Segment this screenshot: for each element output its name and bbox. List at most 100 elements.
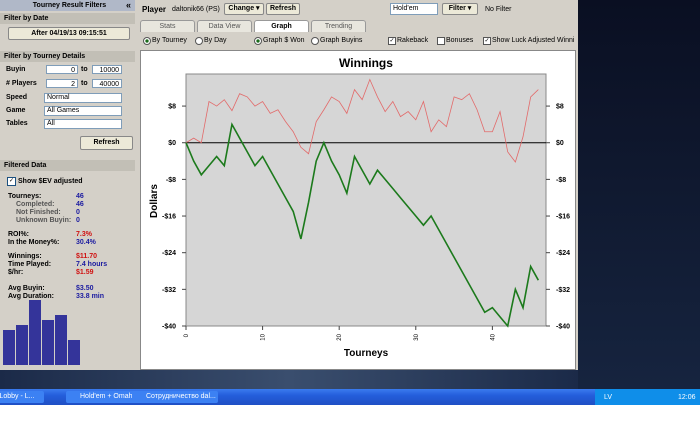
label: Buyin — [6, 66, 26, 73]
section-heading: Filter by Tourney Details — [0, 51, 135, 62]
histogram-bar — [68, 340, 80, 365]
checkbox[interactable] — [437, 37, 445, 45]
option-label: Graph Buyins — [320, 37, 363, 44]
stat-value: 0 — [76, 217, 80, 224]
option-label: By Tourney — [152, 37, 187, 44]
taskbar-button[interactable]: Hold'em + Omaha Ma... — [66, 391, 152, 403]
histogram-bar — [16, 325, 28, 365]
input[interactable]: 2 — [46, 79, 78, 88]
radio[interactable] — [254, 37, 262, 45]
y-tick-label: -$8 — [556, 177, 566, 184]
stat-label: Completed: — [16, 201, 55, 208]
desktop — [0, 370, 578, 389]
chart: Winnings $8 $8 $0 $0 -$8 -$8 -$16 -$16 -$24 -$24 -$… — [140, 50, 576, 370]
stat-label: Avg Duration: — [8, 293, 55, 300]
histogram-bar — [3, 330, 15, 365]
y-tick-label: -$24 — [556, 250, 570, 257]
x-tick-label: 0 — [184, 333, 190, 337]
plot-area — [185, 73, 547, 327]
stat-label: Winnings: — [8, 253, 42, 260]
y-tick-label: -$32 — [556, 287, 570, 294]
stat-value: 7.3% — [76, 231, 92, 238]
filter-button[interactable]: Filter ▾ — [442, 3, 478, 15]
stat-label: In the Money%: — [8, 239, 60, 246]
filter-panel — [0, 0, 137, 372]
tab[interactable]: Graph — [254, 20, 309, 32]
tab[interactable]: Trending — [311, 20, 366, 32]
player-name: daltonik66 (PS) — [172, 6, 220, 13]
date-button[interactable]: After 04/19/13 09:15:51 — [8, 27, 130, 40]
collapse[interactable]: « — [126, 0, 132, 10]
label: to — [81, 66, 88, 73]
section-heading: Filter by Date — [0, 13, 135, 24]
refresh-button[interactable]: Refresh — [266, 3, 300, 15]
clock: 12:06 — [678, 394, 696, 401]
stat-value: 0 — [76, 209, 80, 216]
x-axis-label: Tourneys — [344, 348, 389, 359]
series-line — [185, 122, 540, 328]
x-tick-label: 40 — [490, 333, 496, 340]
stat-label: Avg Buyin: — [8, 285, 45, 292]
section-heading: Filtered Data — [0, 160, 135, 171]
game-dropdown[interactable]: Hold'em — [390, 3, 438, 15]
histogram — [3, 300, 80, 365]
y-tick-label: -$24 — [162, 250, 176, 257]
stat-value: 46 — [76, 193, 84, 200]
stat-label: Unknown Buyin: — [16, 217, 72, 224]
stat-label: Time Played: — [8, 261, 52, 268]
stat-value: $3.50 — [76, 285, 94, 292]
checkbox[interactable]: ✓ — [388, 37, 396, 45]
y-tick-label: $0 — [556, 140, 564, 147]
label: Player — [142, 5, 167, 14]
y-tick-label: -$16 — [556, 214, 570, 221]
desktop — [578, 0, 700, 389]
radio[interactable] — [195, 37, 203, 45]
tab[interactable]: Data View — [197, 20, 252, 32]
y-tick-label: $8 — [168, 104, 176, 111]
option-label: Bonuses — [446, 37, 474, 44]
y-tick-label: -$40 — [162, 324, 176, 331]
tab[interactable]: Stats — [140, 20, 195, 32]
stat-label: $/hr: — [8, 269, 24, 276]
y-axis-label: Dollars — [149, 184, 160, 218]
option-label: Rakeback — [397, 37, 429, 44]
series-line — [185, 78, 539, 163]
checkbox[interactable]: ✓ — [483, 37, 491, 45]
option-label: By Day — [204, 37, 227, 44]
x-tick-label: 10 — [261, 333, 267, 340]
dropdown[interactable]: All Games — [44, 106, 122, 116]
taskbar-button[interactable]: s Lobby - L... — [0, 391, 44, 403]
change-button[interactable]: Change ▾ — [224, 3, 264, 15]
label: Game — [6, 107, 26, 114]
label: to — [81, 80, 88, 87]
radio[interactable] — [143, 37, 151, 45]
input[interactable]: 0 — [46, 65, 78, 74]
dropdown[interactable]: All — [44, 119, 122, 129]
label: Tables — [6, 120, 28, 127]
language: LV — [604, 394, 613, 401]
taskbar-button[interactable]: Сотрудничество dal... — [132, 391, 218, 403]
dropdown[interactable]: Normal — [44, 93, 122, 103]
y-tick-label: -$8 — [166, 177, 176, 184]
checkbox[interactable]: ✓ — [7, 177, 16, 186]
stat-label: Not Finished: — [16, 209, 61, 216]
refresh-button[interactable]: Refresh — [80, 136, 133, 150]
label: Speed — [6, 94, 28, 101]
stat-value: 7.4 hours — [76, 261, 108, 268]
checkbox-label: Show $EV adjusted — [18, 178, 83, 185]
input[interactable]: 10000 — [92, 65, 122, 74]
y-tick-label: -$40 — [556, 324, 570, 331]
stat-value: $1.59 — [76, 269, 94, 276]
option-label: Graph $ Won — [263, 37, 305, 44]
panel-title: Tourney Result Filters — [0, 0, 135, 11]
input[interactable]: 40000 — [92, 79, 122, 88]
x-tick-label: 20 — [337, 333, 343, 340]
x-tick-label: 30 — [414, 333, 420, 340]
radio[interactable] — [311, 37, 319, 45]
y-tick-label: $0 — [168, 140, 176, 147]
filter-status: No Filter — [485, 6, 512, 13]
stat-value: $11.70 — [76, 253, 98, 260]
option-label: Show Luck Adjusted Winni — [492, 37, 575, 44]
stat-value: 33.8 min — [76, 293, 105, 300]
